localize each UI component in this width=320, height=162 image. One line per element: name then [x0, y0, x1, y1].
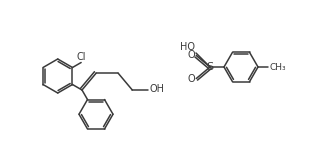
Text: HO: HO	[180, 42, 195, 52]
Text: O: O	[188, 74, 195, 84]
Text: OH: OH	[150, 85, 165, 94]
Text: CH₃: CH₃	[270, 63, 287, 71]
Text: O: O	[188, 50, 195, 60]
Text: S: S	[206, 62, 213, 72]
Text: Cl: Cl	[76, 52, 86, 62]
